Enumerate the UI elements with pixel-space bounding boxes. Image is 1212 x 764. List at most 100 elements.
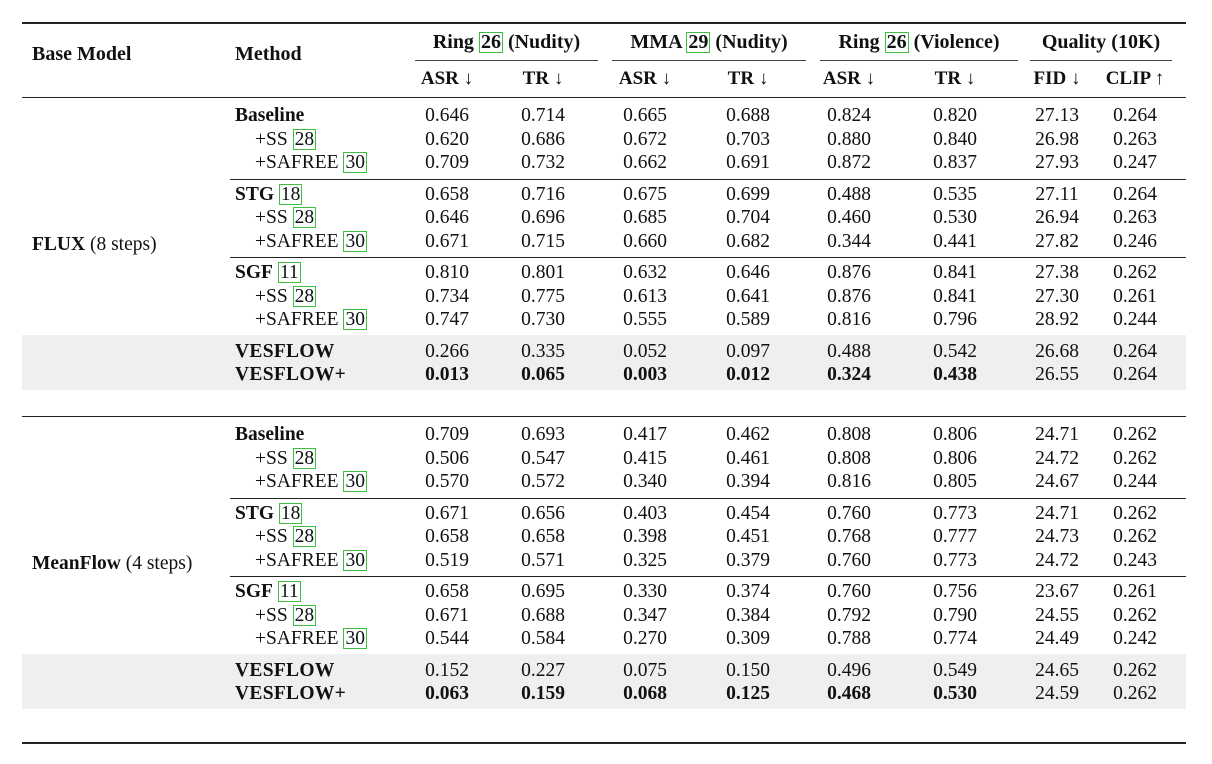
value-cell: 0.063 bbox=[425, 683, 469, 704]
value-cell: 0.788 bbox=[827, 628, 871, 649]
metric-header-2: ASR ↓ bbox=[618, 68, 672, 89]
citation[interactable]: 30 bbox=[343, 152, 367, 173]
value-cell: 0.570 bbox=[425, 471, 469, 492]
value-cell: 0.159 bbox=[521, 683, 565, 704]
value-cell: 0.837 bbox=[933, 152, 977, 173]
value-cell: 26.68 bbox=[1035, 340, 1079, 362]
citation[interactable]: 28 bbox=[292, 447, 317, 469]
value-cell: 0.775 bbox=[521, 285, 565, 307]
value-cell: 0.716 bbox=[521, 183, 565, 205]
value-cell: 0.547 bbox=[521, 447, 565, 469]
citation[interactable]: 30 bbox=[343, 309, 367, 330]
value-cell: 0.806 bbox=[933, 424, 977, 445]
value-cell: 0.261 bbox=[1113, 581, 1157, 602]
group-underline-2 bbox=[820, 60, 1018, 61]
value-cell: 0.068 bbox=[623, 683, 667, 704]
metric-header-4: ASR ↓ bbox=[822, 68, 876, 89]
method-name: +SAFREE 30 bbox=[255, 471, 367, 492]
method-name: +SS 28 bbox=[255, 526, 317, 547]
citation[interactable]: 30 bbox=[343, 230, 367, 252]
value-cell: 0.013 bbox=[425, 364, 469, 385]
value-cell: 26.94 bbox=[1035, 207, 1079, 228]
citation[interactable]: 30 bbox=[343, 628, 367, 649]
value-cell: 0.324 bbox=[827, 364, 871, 385]
base-model-label: MeanFlow (4 steps) bbox=[32, 552, 193, 574]
value-cell: 24.55 bbox=[1035, 604, 1079, 626]
metric-header-0: ASR ↓ bbox=[420, 68, 474, 89]
section-rule bbox=[22, 416, 1186, 417]
value-cell: 0.760 bbox=[827, 502, 871, 524]
value-cell: 0.801 bbox=[521, 262, 565, 283]
value-cell: 0.496 bbox=[827, 659, 871, 681]
value-cell: 0.384 bbox=[726, 604, 770, 626]
value-cell: 0.462 bbox=[726, 424, 770, 445]
value-cell: 0.572 bbox=[521, 471, 565, 492]
base-model-label: FLUX (8 steps) bbox=[32, 233, 157, 255]
value-cell: 0.613 bbox=[623, 285, 667, 307]
value-cell: 0.417 bbox=[623, 424, 667, 445]
value-cell: 0.685 bbox=[623, 207, 667, 228]
value-cell: 0.244 bbox=[1113, 471, 1157, 492]
citation[interactable]: 29 bbox=[686, 31, 711, 53]
method-name: Baseline bbox=[235, 105, 305, 126]
value-cell: 0.379 bbox=[726, 549, 770, 571]
value-cell: 0.454 bbox=[726, 502, 770, 524]
value-cell: 0.242 bbox=[1113, 628, 1157, 649]
citation[interactable]: 28 bbox=[292, 526, 317, 547]
citation[interactable]: 18 bbox=[278, 502, 303, 524]
value-cell: 0.461 bbox=[726, 447, 770, 469]
citation[interactable]: 11 bbox=[277, 581, 301, 602]
group-underline-1 bbox=[612, 60, 806, 61]
value-cell: 0.052 bbox=[623, 340, 667, 362]
citation[interactable]: 18 bbox=[278, 183, 303, 205]
value-cell: 0.535 bbox=[933, 183, 977, 205]
value-cell: 0.658 bbox=[425, 183, 469, 205]
citation[interactable]: 28 bbox=[292, 207, 317, 228]
value-cell: 24.73 bbox=[1035, 526, 1079, 547]
value-cell: 0.656 bbox=[521, 502, 565, 524]
value-cell: 0.760 bbox=[827, 549, 871, 571]
value-cell: 26.98 bbox=[1035, 128, 1079, 150]
value-cell: 0.403 bbox=[623, 502, 667, 524]
value-cell: 0.620 bbox=[425, 128, 469, 150]
method-name: VESFLOW+ bbox=[235, 364, 347, 385]
citation[interactable]: 28 bbox=[292, 285, 317, 307]
value-cell: 0.880 bbox=[827, 128, 871, 150]
value-cell: 0.441 bbox=[933, 230, 977, 252]
citation[interactable]: 11 bbox=[277, 262, 301, 283]
value-cell: 0.696 bbox=[521, 207, 565, 228]
value-cell: 0.790 bbox=[933, 604, 977, 626]
group-underline-0 bbox=[415, 60, 598, 61]
value-cell: 26.55 bbox=[1035, 364, 1079, 385]
citation[interactable]: 28 bbox=[292, 128, 317, 150]
citation[interactable]: 28 bbox=[292, 604, 317, 626]
value-cell: 0.686 bbox=[521, 128, 565, 150]
value-cell: 0.374 bbox=[726, 581, 770, 602]
method-name: +SS 28 bbox=[255, 285, 317, 307]
block-rule bbox=[230, 497, 1186, 499]
value-cell: 0.468 bbox=[827, 683, 871, 704]
value-cell: 0.660 bbox=[623, 230, 667, 252]
value-cell: 0.262 bbox=[1113, 659, 1157, 681]
value-cell: 24.72 bbox=[1035, 549, 1079, 571]
value-cell: 0.264 bbox=[1113, 340, 1157, 362]
value-cell: 0.584 bbox=[521, 628, 565, 649]
citation[interactable]: 26 bbox=[478, 31, 503, 53]
method-name: VESFLOW bbox=[235, 659, 335, 681]
citation[interactable]: 26 bbox=[884, 31, 909, 53]
value-cell: 0.097 bbox=[726, 340, 770, 362]
value-cell: 24.71 bbox=[1035, 424, 1079, 445]
value-cell: 0.264 bbox=[1113, 364, 1157, 385]
method-name: +SAFREE 30 bbox=[255, 628, 367, 649]
block-rule bbox=[230, 257, 1186, 258]
citation[interactable]: 30 bbox=[343, 471, 367, 492]
value-cell: 0.065 bbox=[521, 364, 565, 385]
top-rule bbox=[22, 22, 1186, 24]
value-cell: 0.658 bbox=[425, 526, 469, 547]
shaded-block bbox=[22, 653, 1186, 709]
value-cell: 0.438 bbox=[933, 364, 977, 385]
value-cell: 0.816 bbox=[827, 309, 871, 330]
value-cell: 0.262 bbox=[1113, 526, 1157, 547]
citation[interactable]: 30 bbox=[343, 549, 367, 571]
value-cell: 0.876 bbox=[827, 262, 871, 283]
